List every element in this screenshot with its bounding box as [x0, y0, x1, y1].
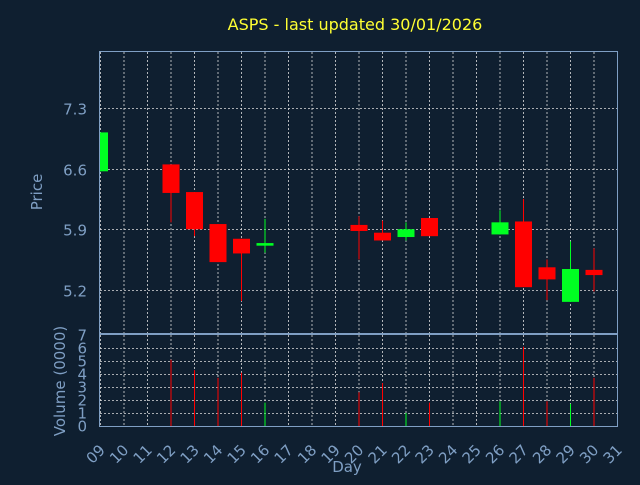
volume-tick-label: 3 — [77, 379, 87, 397]
chart-title: ASPS - last updated 30/01/2026 — [228, 15, 483, 34]
price-tick-label: 5.9 — [63, 222, 87, 240]
candle-body — [233, 238, 250, 254]
candle-body — [491, 222, 509, 235]
volume-tick-label: 5 — [77, 353, 87, 371]
candle-body — [209, 224, 227, 263]
volume-axis-label: Volume (0000) — [51, 326, 69, 436]
candle-body — [374, 232, 391, 241]
candle-body — [585, 269, 603, 276]
price-axis-label: Price — [28, 174, 46, 211]
volume-panel-frame — [99, 334, 618, 427]
price-marks — [100, 132, 603, 302]
volume-tick-label: 1 — [77, 405, 87, 423]
x-axis-label: Day — [332, 458, 362, 476]
candle-body — [350, 224, 368, 231]
price-tick-labels: 7.3 6.6 5.9 5.2 — [63, 101, 87, 301]
volume-tick-label: 4 — [77, 366, 87, 384]
volume-tick-label: 2 — [77, 392, 87, 410]
candle-body — [186, 192, 203, 230]
price-tick-label: 5.2 — [63, 283, 87, 301]
price-tick-label: 6.6 — [63, 162, 87, 180]
candle-body — [162, 164, 180, 193]
candle-body — [256, 243, 274, 246]
volume-marks — [170, 346, 595, 426]
volume-tick-label: 6 — [77, 340, 87, 358]
price-panel-frame — [99, 51, 618, 334]
volume-tick-label: 0 — [77, 418, 87, 436]
volume-tick-label: 7 — [77, 327, 87, 345]
candle-body — [562, 269, 579, 302]
candle-body — [515, 221, 532, 288]
candle-body — [421, 218, 438, 237]
candle-body — [538, 267, 556, 280]
price-tick-label: 7.3 — [63, 101, 87, 119]
candle-body — [100, 132, 108, 172]
candle-body — [397, 229, 415, 238]
